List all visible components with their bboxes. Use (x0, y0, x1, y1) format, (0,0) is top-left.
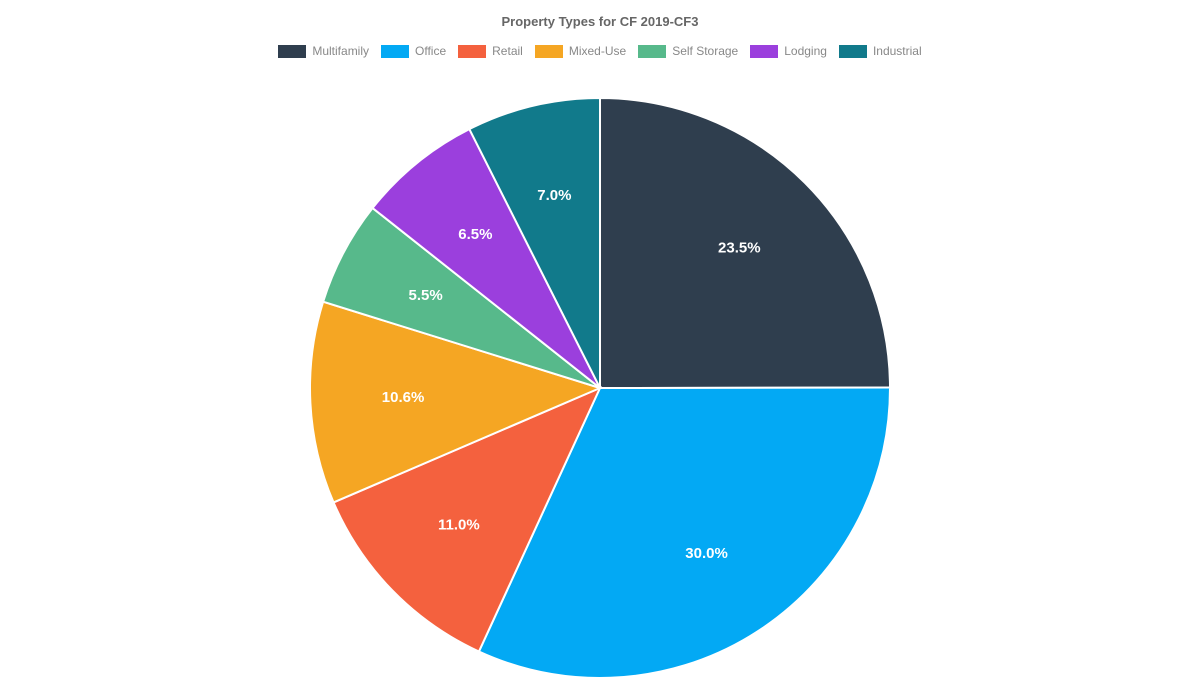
chart-title: Property Types for CF 2019-CF3 (0, 14, 1200, 29)
legend-swatch (638, 45, 666, 58)
slice-label: 23.5% (718, 239, 761, 256)
legend-item: Industrial (839, 44, 922, 58)
slice-label: 7.0% (537, 187, 571, 204)
legend-label: Retail (492, 44, 523, 58)
legend-item: Multifamily (278, 44, 369, 58)
legend-label: Self Storage (672, 44, 738, 58)
legend-item: Office (381, 44, 446, 58)
legend-label: Office (415, 44, 446, 58)
legend-label: Mixed-Use (569, 44, 626, 58)
legend-label: Industrial (873, 44, 922, 58)
legend-item: Mixed-Use (535, 44, 626, 58)
legend-swatch (750, 45, 778, 58)
legend: Multifamily Office Retail Mixed-Use Self Sto… (0, 44, 1200, 58)
legend-item: Lodging (750, 44, 827, 58)
legend-label: Lodging (784, 44, 827, 58)
legend-label: Multifamily (312, 44, 369, 58)
legend-swatch (839, 45, 867, 58)
slice-label: 5.5% (409, 286, 443, 303)
legend-swatch (381, 45, 409, 58)
legend-swatch (535, 45, 563, 58)
slice-label: 11.0% (438, 516, 480, 533)
legend-swatch (458, 45, 486, 58)
slice-label: 6.5% (458, 226, 492, 243)
legend-item: Retail (458, 44, 523, 58)
slice-label: 30.0% (685, 544, 728, 561)
pie-chart: 23.5% 30.0% 11.0% 10.6% 5.5% 6.5% 7.0% (0, 75, 1200, 700)
slice-label: 10.6% (382, 389, 425, 406)
legend-item: Self Storage (638, 44, 738, 58)
legend-swatch (278, 45, 306, 58)
